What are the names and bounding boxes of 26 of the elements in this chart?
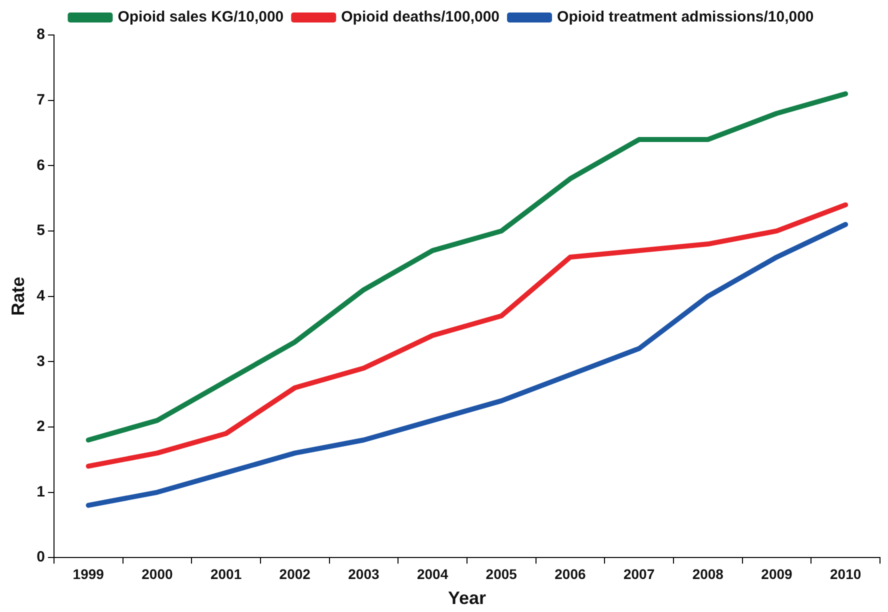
x-tick-label: 2006 bbox=[554, 566, 586, 582]
legend-label: Opioid deaths/100,000 bbox=[341, 8, 500, 26]
x-tick-label: 2000 bbox=[142, 566, 173, 582]
x-tick-label: 2001 bbox=[210, 566, 242, 582]
y-tick-label: 5 bbox=[36, 222, 45, 240]
y-axis-title: Rate bbox=[8, 276, 28, 316]
y-tick-label: 2 bbox=[36, 418, 45, 436]
x-tick-label: 2002 bbox=[279, 566, 311, 582]
x-tick-label: 2004 bbox=[416, 566, 448, 582]
x-tick-label: 1999 bbox=[72, 566, 104, 582]
y-tick-label: 6 bbox=[36, 156, 45, 174]
x-tick-label: 2005 bbox=[486, 566, 518, 582]
x-tick-label: 2009 bbox=[761, 566, 793, 582]
legend-label: Opioid sales KG/10,000 bbox=[118, 8, 284, 26]
y-tick-label: 3 bbox=[36, 352, 45, 370]
y-tick-label: 4 bbox=[36, 287, 46, 304]
y-tick-label: 7 bbox=[36, 91, 45, 108]
y-tick-label: 0 bbox=[36, 548, 45, 566]
x-axis-title: Year bbox=[448, 588, 486, 608]
legend-label: Opioid treatment admissions/10,000 bbox=[557, 8, 814, 26]
x-tick-label: 2010 bbox=[830, 566, 862, 582]
y-tick-label: 8 bbox=[36, 26, 45, 44]
x-tick-label: 2007 bbox=[623, 566, 655, 582]
x-tick-label: 2008 bbox=[692, 566, 724, 582]
y-tick-label: 1 bbox=[36, 483, 45, 500]
x-tick-label: 2003 bbox=[348, 566, 380, 582]
